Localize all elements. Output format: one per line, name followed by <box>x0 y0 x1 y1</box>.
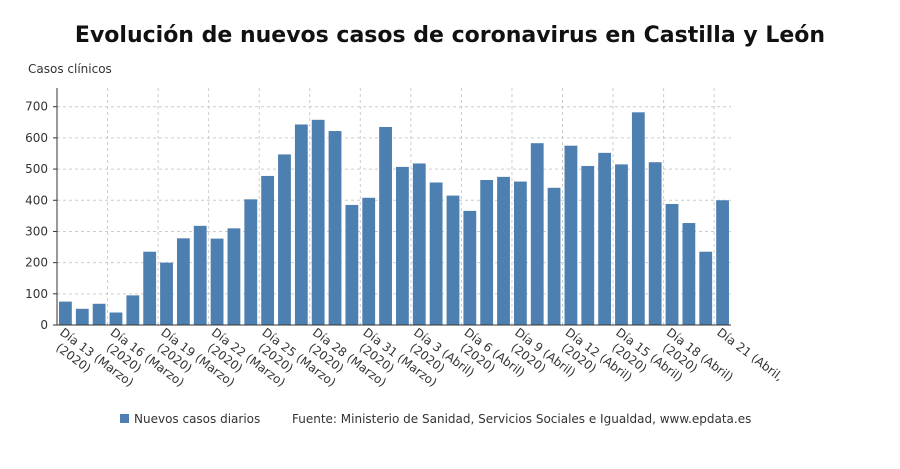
bar <box>126 295 140 325</box>
bar <box>682 223 696 325</box>
chart-title: Evolución de nuevos casos de coronavirus… <box>75 23 825 48</box>
source-note: Fuente: Ministerio de Sanidad, Servicios… <box>292 412 751 426</box>
y-tick-label: 300 <box>25 224 48 238</box>
bar <box>294 124 308 325</box>
bar <box>244 199 258 325</box>
bar <box>631 112 645 325</box>
bar <box>379 126 392 326</box>
bar <box>665 204 679 325</box>
bar <box>92 303 106 325</box>
bar <box>699 251 713 325</box>
bar <box>497 176 510 325</box>
bar <box>109 312 123 325</box>
bar <box>160 262 173 325</box>
bar <box>446 195 460 325</box>
bar <box>193 225 207 325</box>
bar <box>530 143 544 325</box>
bar <box>210 238 224 325</box>
bar <box>716 200 729 325</box>
y-tick-label: 200 <box>25 256 48 270</box>
bar <box>480 179 494 325</box>
bar <box>59 301 72 325</box>
bar <box>513 181 527 325</box>
bar <box>278 154 291 325</box>
bar <box>345 204 359 325</box>
y-tick-label: 500 <box>25 162 48 176</box>
y-tick-label: 400 <box>25 193 48 207</box>
bar <box>311 119 325 325</box>
bar <box>75 308 89 325</box>
bar <box>581 165 595 325</box>
bar <box>429 182 443 325</box>
bar <box>598 152 612 325</box>
bar <box>261 175 275 325</box>
legend-swatch <box>120 414 129 423</box>
bar <box>227 228 241 325</box>
bar <box>615 164 628 325</box>
bar <box>362 197 376 325</box>
y-axis-label: Casos clínicos <box>28 62 112 76</box>
bar <box>412 163 426 325</box>
y-tick-label: 700 <box>25 100 48 114</box>
y-tick-label: 0 <box>40 318 48 332</box>
bar <box>328 131 342 325</box>
bar <box>143 251 157 325</box>
legend-label: Nuevos casos diarios <box>134 412 260 426</box>
bar <box>176 238 190 325</box>
bar <box>648 162 662 325</box>
bar <box>463 210 477 325</box>
bar <box>564 145 578 325</box>
bar <box>547 187 561 325</box>
y-tick-label: 600 <box>25 131 48 145</box>
bar <box>396 166 409 325</box>
y-tick-label: 100 <box>25 287 48 301</box>
